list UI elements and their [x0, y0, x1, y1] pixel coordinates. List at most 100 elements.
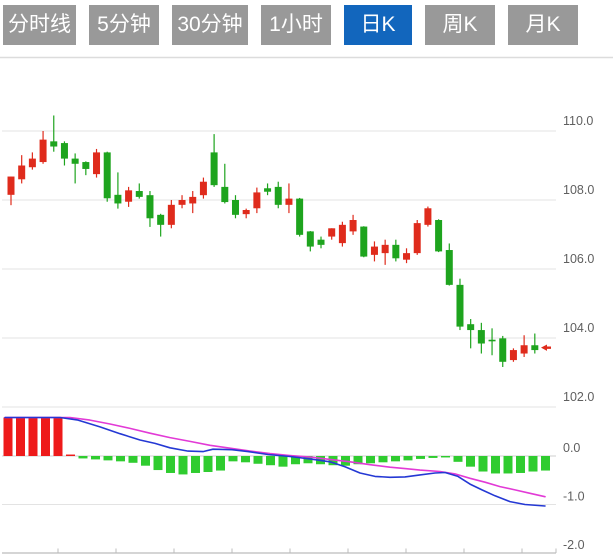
- macd-axis-label: -2.0: [563, 538, 585, 552]
- candle: [103, 152, 111, 199]
- dea-line: [4, 416, 546, 498]
- price-axis-label: 106.0: [563, 252, 594, 266]
- candle: [499, 338, 507, 362]
- macd-hist-bar: [128, 456, 138, 463]
- macd-hist-bar: [166, 456, 175, 473]
- macd-hist-bar: [216, 456, 225, 471]
- candle: [413, 223, 421, 254]
- macd-hist-bar: [428, 456, 438, 458]
- macd-hist-bar: [53, 417, 63, 456]
- macd-hist-bar: [541, 456, 550, 471]
- tab-monthly-k[interactable]: 月K: [508, 5, 578, 45]
- candle: [531, 345, 539, 351]
- macd-hist-bar: [528, 456, 538, 472]
- candle: [403, 253, 411, 260]
- candle: [509, 350, 517, 361]
- price-axis-label: 104.0: [563, 321, 594, 335]
- candle: [157, 214, 165, 225]
- macd-hist-bar: [291, 456, 300, 465]
- period-tab-bar: 分时线 5分钟 30分钟 1小时 日K 周K 月K: [3, 5, 578, 45]
- macd-hist-bar: [278, 456, 288, 467]
- candle: [285, 198, 293, 205]
- macd-hist-bar: [403, 456, 413, 461]
- candle: [317, 239, 325, 245]
- macd-hist-bar: [3, 417, 13, 456]
- macd-hist-bar: [16, 417, 25, 456]
- candle: [146, 195, 154, 219]
- candle: [467, 324, 475, 331]
- candle: [82, 162, 90, 169]
- macd-hist-bar: [153, 456, 163, 471]
- candle: [189, 196, 197, 204]
- macd-hist-bar: [391, 456, 400, 462]
- candle: [60, 143, 68, 159]
- candle: [231, 200, 239, 215]
- price-axis-label: 108.0: [563, 183, 594, 197]
- candle: [50, 141, 58, 147]
- candle: [242, 210, 250, 215]
- macd-hist-bar: [303, 456, 313, 464]
- macd-hist-bar: [78, 456, 88, 459]
- candle: [18, 165, 26, 180]
- candle: [445, 250, 453, 285]
- candle: [167, 204, 175, 225]
- macd-hist-bar: [478, 456, 488, 472]
- macd-hist-bar: [28, 417, 38, 456]
- macd-hist-bar: [491, 456, 500, 474]
- macd-hist-bar: [141, 456, 150, 466]
- tab-5min[interactable]: 5分钟: [89, 5, 159, 45]
- price-axis-label: 110.0: [563, 114, 593, 128]
- candle: [135, 191, 143, 197]
- candle: [221, 186, 229, 203]
- macd-hist-bar: [203, 456, 213, 473]
- candle: [488, 339, 496, 342]
- price-axis-label: 102.0: [563, 390, 594, 404]
- candle: [360, 226, 368, 257]
- macd-hist-bar: [103, 456, 113, 461]
- tab-weekly-k[interactable]: 周K: [425, 5, 495, 45]
- candle: [338, 224, 346, 244]
- candle: [93, 152, 101, 175]
- candle: [71, 158, 79, 164]
- candle: [370, 246, 378, 255]
- candle: [114, 194, 122, 204]
- candle: [328, 228, 336, 237]
- dif-line: [4, 416, 546, 507]
- macd-hist-bar: [178, 456, 188, 475]
- tab-daily-k[interactable]: 日K: [344, 5, 412, 45]
- candle: [28, 158, 36, 168]
- macd-hist-bar: [503, 456, 513, 474]
- macd-hist-bar: [266, 456, 275, 466]
- macd-hist-bar: [228, 456, 238, 462]
- candle: [7, 176, 15, 195]
- macd-hist-bar: [116, 456, 125, 462]
- tab-minute-line[interactable]: 分时线: [3, 5, 76, 45]
- candle: [349, 220, 357, 232]
- macd-hist-bar: [378, 456, 388, 463]
- candle: [456, 284, 464, 327]
- macd-hist-bar: [91, 456, 100, 460]
- macd-hist-bar: [516, 456, 525, 473]
- candle: [125, 190, 133, 202]
- macd-hist-bar: [41, 417, 50, 456]
- candle: [520, 345, 528, 354]
- macd-hist-bar: [328, 456, 338, 466]
- candle: [435, 220, 443, 252]
- tab-30min[interactable]: 30分钟: [172, 5, 248, 45]
- candle: [199, 181, 207, 196]
- macd-hist-bar: [441, 456, 450, 458]
- candle: [477, 330, 485, 344]
- candle: [210, 152, 218, 186]
- tab-1hour[interactable]: 1小时: [261, 5, 331, 45]
- macd-hist-bar: [66, 454, 75, 456]
- macd-axis-label: -1.0: [563, 490, 585, 504]
- candle: [296, 198, 304, 235]
- candle: [178, 200, 186, 205]
- macd-hist-bar: [466, 456, 475, 467]
- candle: [306, 231, 314, 247]
- macd-hist-bar: [253, 456, 263, 464]
- macd-axis-label: 0.0: [563, 441, 580, 455]
